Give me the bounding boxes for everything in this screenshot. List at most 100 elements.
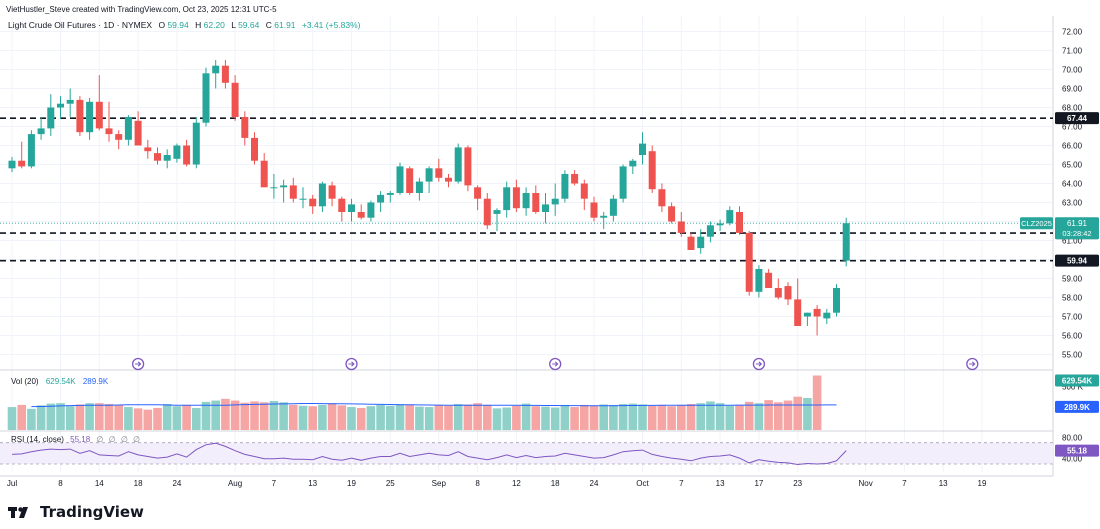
candle-body [280, 185, 288, 188]
time-tick-label: 7 [902, 479, 907, 488]
volume-bar [424, 407, 434, 430]
candle-body [435, 168, 443, 178]
volume-bar [153, 407, 162, 430]
volume-bar [124, 407, 133, 430]
event-marker-arrow-icon [135, 361, 142, 367]
volume-bar [172, 406, 182, 430]
candle-body [726, 210, 734, 224]
candle-body [784, 286, 792, 300]
volume-bar [812, 375, 822, 430]
volume-bar [211, 400, 220, 430]
time-tick-label: Sep [432, 479, 447, 488]
volume-bar [230, 400, 240, 430]
candle-body [95, 101, 103, 129]
time-tick-label: 19 [347, 479, 356, 488]
candle-body [8, 160, 16, 169]
candle-body [192, 122, 200, 165]
time-tick-label: 12 [512, 479, 521, 488]
candle-body [289, 185, 297, 199]
candle-body [338, 198, 346, 212]
candle-body [483, 198, 491, 226]
candle-body [348, 204, 355, 212]
candle-body [86, 101, 94, 133]
volume-last-badge-bg [1055, 374, 1099, 387]
tradingview-logo-icon [8, 507, 28, 518]
volume-bar [531, 406, 541, 430]
candle-body [241, 117, 249, 138]
candle-body [76, 99, 84, 133]
volume-bar [104, 404, 114, 430]
volume-bar [550, 407, 560, 430]
price-tick-label: 56.00 [1062, 332, 1083, 341]
candle-body [833, 288, 840, 313]
volume-tick-label: 500 K [1062, 383, 1084, 392]
time-tick-label: 7 [679, 479, 684, 488]
candle-body [600, 215, 608, 218]
rsi-extra-1: ∅ [96, 435, 103, 444]
time-tick-label: 13 [308, 479, 317, 488]
volume-bar [803, 397, 812, 430]
volume-bar [337, 405, 347, 430]
volume-bar [512, 405, 521, 430]
level-badge-bg [1055, 112, 1099, 125]
candle-body [677, 221, 685, 233]
price-tick-label: 71.00 [1062, 47, 1083, 56]
candle-body [813, 308, 821, 317]
svg-text:RSI (14, close) 55.18: RSI (14, close) 55.18 ∅ ∅ ∅ ∅ [11, 435, 140, 444]
volume-bar [269, 401, 279, 430]
countdown-badge: 03:28:42 [1062, 229, 1091, 238]
volume-bar [725, 405, 735, 430]
candle-body [425, 168, 433, 182]
volume-bar [405, 404, 414, 430]
candle-body [415, 181, 423, 193]
volume-bar [502, 407, 511, 430]
volume-bar [259, 402, 269, 430]
candle-body [183, 145, 191, 165]
axis-badges: 67.4461.3959.94CLZ202561.9103:28:42629.5… [1020, 112, 1099, 457]
chart-canvas[interactable]: 55.0056.0057.0058.0059.0060.0061.0062.00… [0, 0, 1100, 500]
candle-body [774, 288, 782, 298]
change-value: +3.41 (+5.83%) [302, 20, 361, 30]
volume-bar [56, 403, 65, 430]
volume-bar [735, 404, 744, 430]
candle-body [47, 107, 55, 129]
time-tick-label: 7 [272, 479, 277, 488]
candle-body [367, 202, 375, 218]
candle-body [842, 223, 850, 261]
volume-bar [521, 403, 531, 430]
volume-bar [162, 404, 172, 430]
candle-body [134, 120, 142, 146]
volume-ma-badge-bg [1055, 400, 1099, 413]
level-badge-bg [1055, 254, 1099, 267]
volume-last-badge: 629.54K [1062, 377, 1092, 386]
svg-text:Light Crude Oil Futures · 1D ·: Light Crude Oil Futures · 1D · NYMEX O 5… [8, 20, 361, 30]
rsi-extra-2: ∅ [109, 435, 116, 444]
instrument-title: Light Crude Oil Futures · 1D · NYMEX [8, 20, 152, 30]
candle-body [493, 210, 501, 214]
volume-bar [298, 405, 308, 430]
ohlc-open-value: 59.94 [167, 20, 189, 30]
price-tick-label: 70.00 [1062, 66, 1083, 75]
time-tick-label: 17 [754, 479, 763, 488]
volume-bar [570, 407, 579, 430]
rsi-value: 55.18 [70, 435, 91, 444]
volume-bar [27, 408, 36, 430]
event-marker-arrow-icon [755, 361, 763, 367]
volume-ma-badge: 289.9K [1064, 403, 1090, 412]
event-markers [131, 357, 979, 371]
candle-body [803, 312, 811, 317]
candle-body [668, 206, 676, 222]
time-tick-label: 23 [793, 479, 802, 488]
symbol-tag: CLZ2025 [1021, 219, 1052, 228]
candle-body [823, 312, 831, 319]
candle-body [124, 117, 132, 140]
candle-body [512, 187, 520, 209]
time-tick-label: 18 [551, 479, 560, 488]
price-tick-label: 55.00 [1062, 351, 1083, 360]
tradingview-wordmark: TradingView [40, 503, 144, 521]
candle-body [144, 147, 152, 152]
price-tick-label: 63.00 [1062, 199, 1083, 208]
price-tick-label: 66.00 [1062, 142, 1083, 151]
candle-body [687, 236, 695, 250]
level-badge: 59.94 [1067, 257, 1088, 266]
